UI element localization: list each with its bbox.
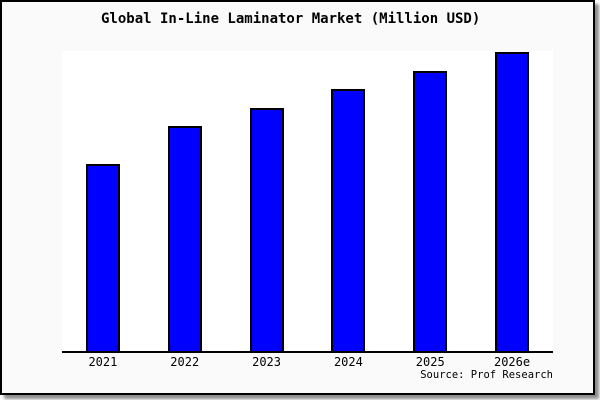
bar-slot <box>144 51 226 351</box>
x-tick-label: 2023 <box>252 355 282 369</box>
chart-title: Global In-Line Laminator Market (Million… <box>101 11 481 27</box>
bar-2022 <box>167 126 202 351</box>
bar-slot <box>62 51 144 351</box>
bar-2025 <box>413 71 448 351</box>
bar-2023 <box>249 108 284 351</box>
x-axis-labels: 2021 2022 2023 2024 2025 2026e <box>62 355 553 369</box>
bar-2021 <box>85 164 120 351</box>
bar-2026e <box>495 52 530 351</box>
x-tick-label: 2022 <box>170 355 200 369</box>
x-tick-label: 2021 <box>88 355 118 369</box>
bar-slot <box>389 51 471 351</box>
source-caption: Source: Prof Research <box>420 369 553 381</box>
bar-slot <box>307 51 389 351</box>
plot-area <box>62 51 553 353</box>
x-tick-label: 2026e <box>493 355 531 369</box>
bar-slot <box>471 51 553 351</box>
x-tick-label: 2025 <box>415 355 445 369</box>
x-tick-label: 2024 <box>333 355 363 369</box>
bar-2024 <box>331 89 366 351</box>
chart-frame: Global In-Line Laminator Market (Million… <box>0 0 595 395</box>
bar-slot <box>226 51 308 351</box>
